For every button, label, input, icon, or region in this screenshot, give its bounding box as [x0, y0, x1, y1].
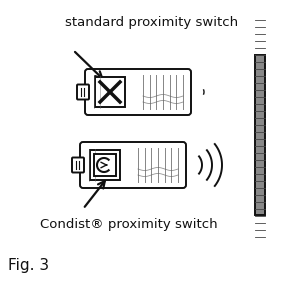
Bar [255, 55, 265, 215]
Text: Condist® proximity switch: Condist® proximity switch [40, 218, 218, 231]
Text: standard proximity switch: standard proximity switch [65, 16, 239, 29]
FancyBboxPatch shape [77, 84, 89, 100]
FancyBboxPatch shape [80, 142, 186, 188]
Bar [95, 77, 125, 107]
FancyBboxPatch shape [72, 158, 84, 172]
FancyBboxPatch shape [85, 69, 191, 115]
Text: Fig. 3: Fig. 3 [8, 258, 49, 273]
Bar [90, 150, 120, 180]
Bar [94, 154, 116, 176]
